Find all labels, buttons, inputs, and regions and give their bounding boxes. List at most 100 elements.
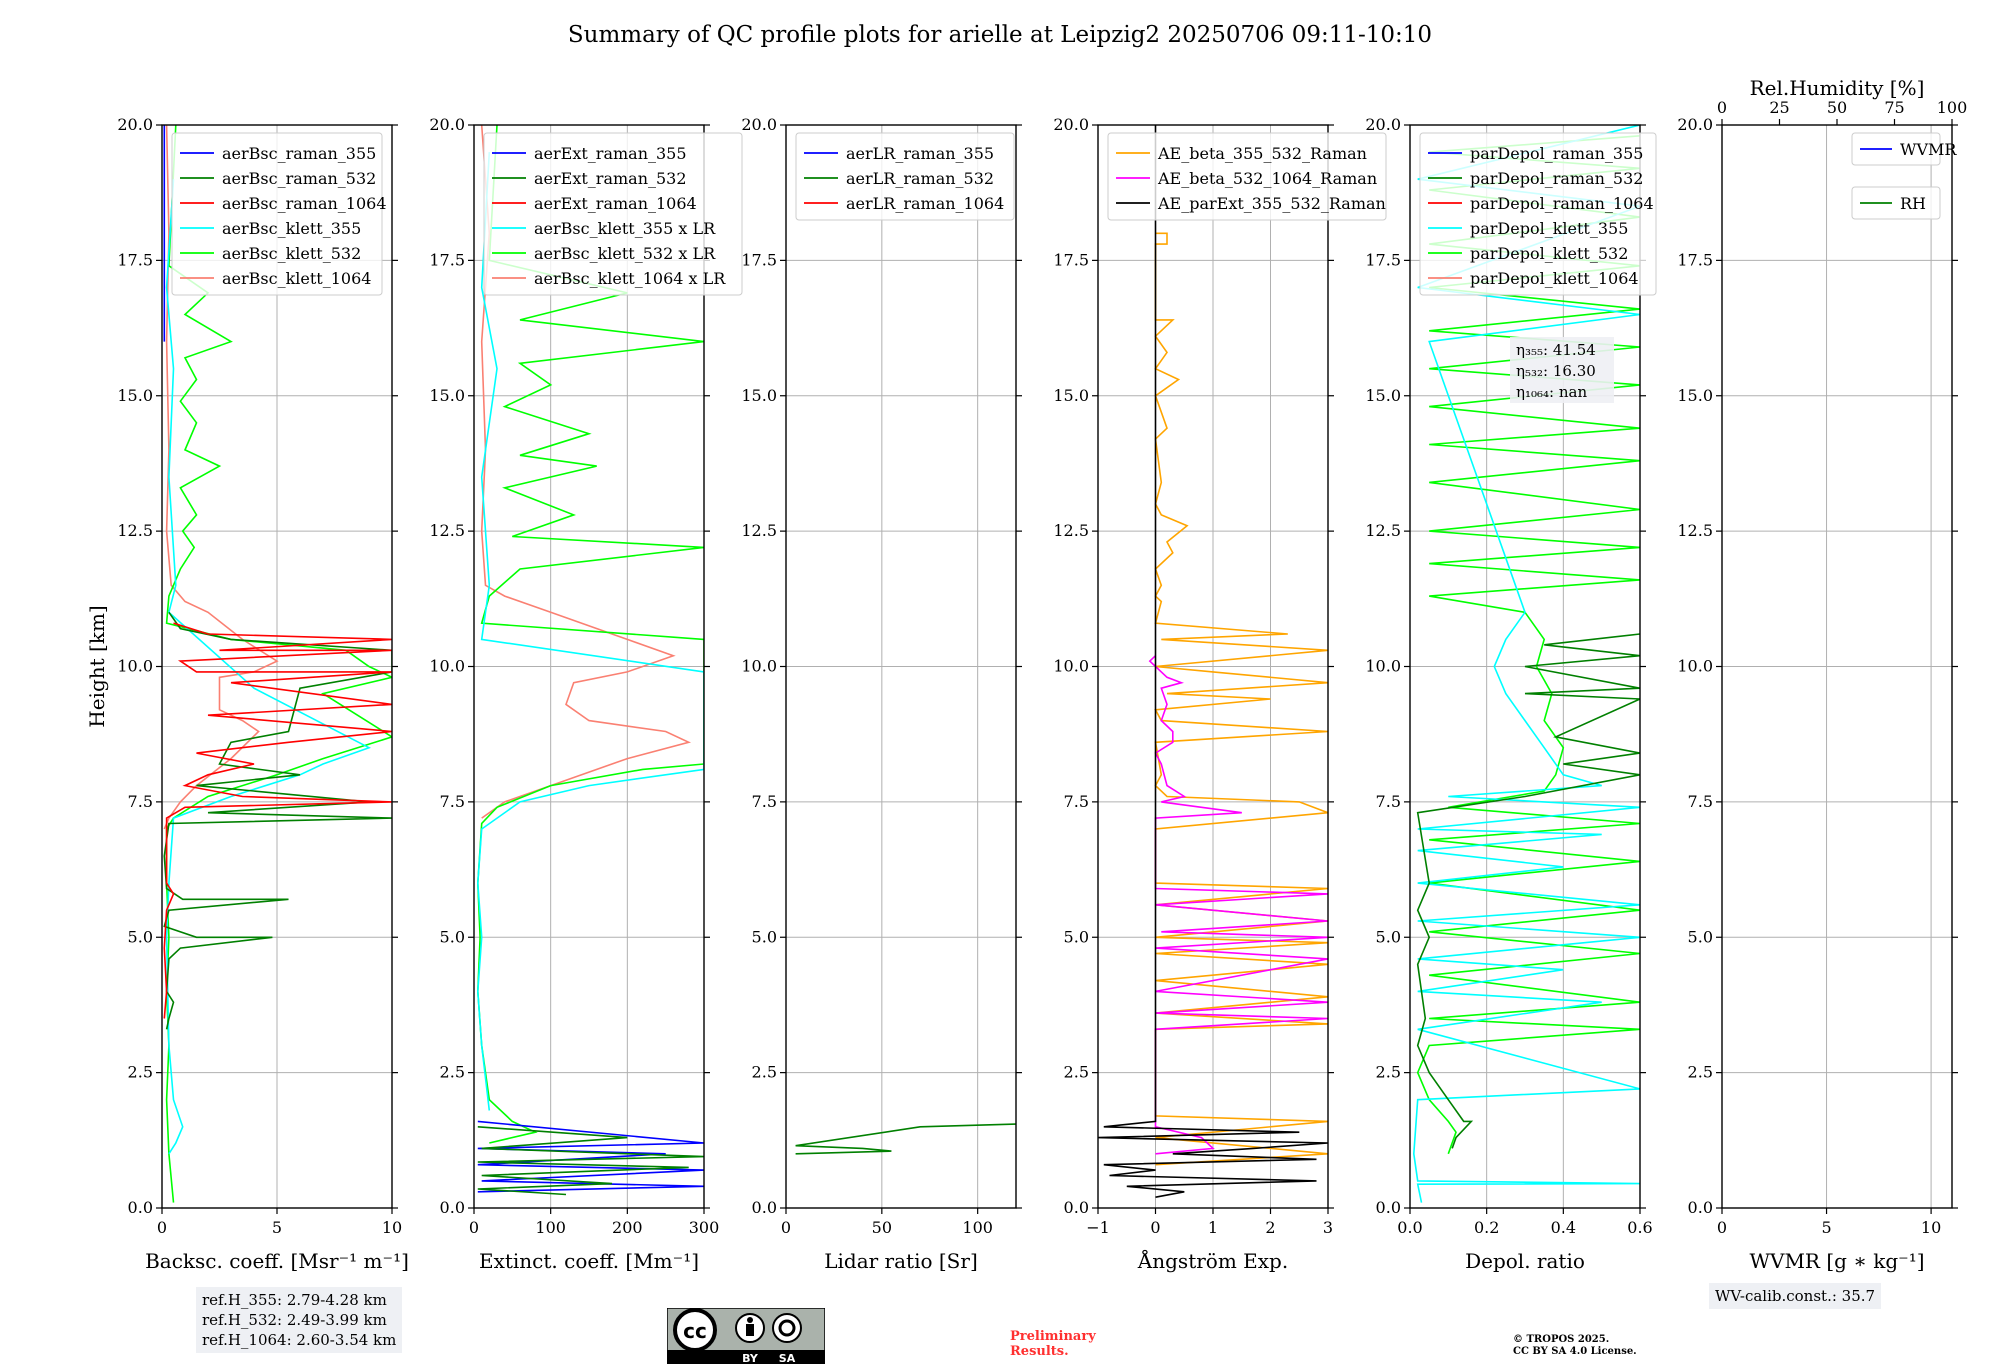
- y-tick-label: 12.5: [1677, 521, 1713, 540]
- axes-frame-bsc: [161, 124, 393, 1209]
- series-aerBsc_klett_1064: [163, 125, 279, 830]
- legend-label: AE_beta_355_532_Raman: [1157, 144, 1367, 163]
- axes-frame-ext: [473, 124, 705, 1209]
- series-aerBsc_klett_355 x LR: [476, 152, 704, 1111]
- sa-share-icon: [772, 1313, 802, 1343]
- y-axis-label: Height [km]: [85, 605, 109, 727]
- series-group-lr: [795, 1123, 1016, 1155]
- legend-label: aerBsc_klett_1064 x LR: [534, 269, 726, 288]
- axes-frame-dep: [1409, 124, 1641, 1209]
- legend-label: aerBsc_klett_532 x LR: [534, 244, 716, 263]
- y-tick-label: 7.5: [440, 792, 465, 811]
- legend-label: aerLR_raman_1064: [846, 194, 1004, 213]
- y-tick-label: 2.5: [1688, 1063, 1713, 1082]
- y-tick-label: 17.5: [1053, 250, 1089, 269]
- prelim-line-1: Preliminary: [1010, 1329, 1096, 1344]
- y-tick-label: 12.5: [741, 521, 777, 540]
- legend-label: aerBsc_raman_532: [222, 169, 376, 188]
- series-aerBsc_raman_1064: [163, 622, 392, 1019]
- y-tick-label: 17.5: [1365, 250, 1401, 269]
- series-group-ext: [476, 125, 704, 1196]
- series-group-dep: [1412, 125, 1640, 1203]
- y-tick-label: 2.5: [1064, 1063, 1089, 1082]
- legend-box: [1851, 132, 1941, 166]
- x-tick-label: 200: [612, 1218, 643, 1237]
- y-tick-label: 15.0: [429, 386, 465, 405]
- y-tick-label: 7.5: [752, 792, 777, 811]
- axes-frame-lr: [785, 124, 1017, 1209]
- x-tick-label: 0: [469, 1218, 479, 1237]
- legend-label: aerLR_raman_532: [846, 169, 994, 188]
- by-label: BY: [742, 1352, 759, 1364]
- y-tick-label: 12.5: [429, 521, 465, 540]
- x-tick-label: 0.4: [1551, 1218, 1576, 1237]
- legend-label: AE_beta_532_1064_Raman: [1157, 169, 1377, 188]
- y-tick-label: 20.0: [1677, 115, 1713, 134]
- y-tick-label: 5.0: [1688, 927, 1713, 946]
- series-parDepol_klett_355: [1412, 125, 1640, 1203]
- y-tick-label: 17.5: [117, 250, 153, 269]
- refh-1064: ref.H_1064: 2.60-3.54 km: [202, 1331, 397, 1349]
- cc-text: cc: [683, 1319, 707, 1343]
- legend-label: AE_parExt_355_532_Raman: [1157, 194, 1386, 213]
- x-tick-label: 0: [1150, 1218, 1160, 1237]
- legend-label: aerBsc_klett_355 x LR: [534, 219, 716, 238]
- x-tick-label: 1: [1208, 1218, 1218, 1237]
- legend-label: aerLR_raman_355: [846, 144, 994, 163]
- y-tick-label: 0.0: [440, 1198, 465, 1217]
- cc-license-badge: cc BY SA: [667, 1308, 825, 1364]
- y-tick-label: 7.5: [1688, 792, 1713, 811]
- copyright-line-1: © TROPOS 2025.: [1513, 1334, 1610, 1345]
- x-tick-label: 3: [1323, 1218, 1333, 1237]
- y-tick-label: 10.0: [429, 657, 465, 676]
- series-aerLR_raman_532: [795, 1123, 1016, 1155]
- y-tick-label: 5.0: [1064, 927, 1089, 946]
- sa-label: SA: [779, 1352, 796, 1364]
- y-tick-label: 10.0: [117, 657, 153, 676]
- legend-box: [795, 132, 1015, 221]
- copyright-line-2: CC BY SA 4.0 License.: [1513, 1346, 1637, 1357]
- panel-ext: 0.0 2.5 5.0 7.5 10.0 12.5 15.0 17.5 20.0 0 100 200 3…: [429, 115, 743, 1273]
- y-tick-label: 17.5: [741, 250, 777, 269]
- legend-label: aerBsc_raman_1064: [222, 194, 387, 213]
- panel-dep: 0.0 2.5 5.0 7.5 10.0 12.5 15.0 17.5 20.0 0.0 0.2 0.…: [1365, 115, 1657, 1273]
- copyright-note: © TROPOS 2025. CC BY SA 4.0 License.: [1513, 1334, 1637, 1358]
- x-axis-label-lr: Lidar ratio [Sr]: [824, 1249, 978, 1273]
- panel-ae: 0.0 2.5 5.0 7.5 10.0 12.5 15.0 17.5 20.0 −1 0 1 2 3 Ån…: [1053, 115, 1387, 1273]
- legend-box: [171, 132, 383, 296]
- top-x-axis-label: Rel.Humidity [%]: [1750, 76, 1925, 100]
- y-tick-label: 2.5: [440, 1063, 465, 1082]
- y-tick-label: 20.0: [1365, 115, 1401, 134]
- y-tick-label: 20.0: [429, 115, 465, 134]
- x-tick-label: 50: [872, 1218, 892, 1237]
- y-tick-label: 0.0: [1064, 1198, 1089, 1217]
- eta-annotation-box: [1510, 337, 1614, 403]
- y-tick-label: 12.5: [1053, 521, 1089, 540]
- y-tick-label: 0.0: [1688, 1198, 1713, 1217]
- preliminary-results-note: Preliminary Results.: [1010, 1329, 1096, 1359]
- y-tick-label: 17.5: [1677, 250, 1713, 269]
- eta-annotation-line: η₅₃₂: 16.30: [1516, 362, 1596, 380]
- prelim-line-2: Results.: [1010, 1344, 1069, 1359]
- y-tick-label: 12.5: [1365, 521, 1401, 540]
- eta-annotation-line: η₁₀₆₄: nan: [1516, 383, 1587, 401]
- legend-box: [1419, 132, 1657, 296]
- y-tick-label: 7.5: [1064, 792, 1089, 811]
- series-aerExt_raman_532: [477, 1126, 704, 1196]
- legend-label: parDepol_klett_1064: [1470, 269, 1639, 288]
- x-tick-label: 5: [1821, 1218, 1831, 1237]
- y-tick-label: 7.5: [1376, 792, 1401, 811]
- y-tick-label: 20.0: [741, 115, 777, 134]
- x-axis-label-ae: Ångström Exp.: [1137, 1248, 1288, 1273]
- legend-box: [483, 132, 743, 296]
- refh-355: ref.H_355: 2.79-4.28 km: [202, 1291, 387, 1309]
- panel-wv: 0.02.55.07.510.012.515.017.520.00 5 10WVMR…: [1677, 76, 1967, 1273]
- x-tick-label: 10: [1921, 1218, 1941, 1237]
- y-tick-label: 10.0: [1053, 657, 1089, 676]
- y-tick-label: 15.0: [1677, 386, 1713, 405]
- y-tick-label: 5.0: [440, 927, 465, 946]
- top-x-tick-label: 50: [1827, 98, 1847, 117]
- y-tick-label: 0.0: [128, 1198, 153, 1217]
- legend-label: aerBsc_klett_355: [222, 219, 361, 238]
